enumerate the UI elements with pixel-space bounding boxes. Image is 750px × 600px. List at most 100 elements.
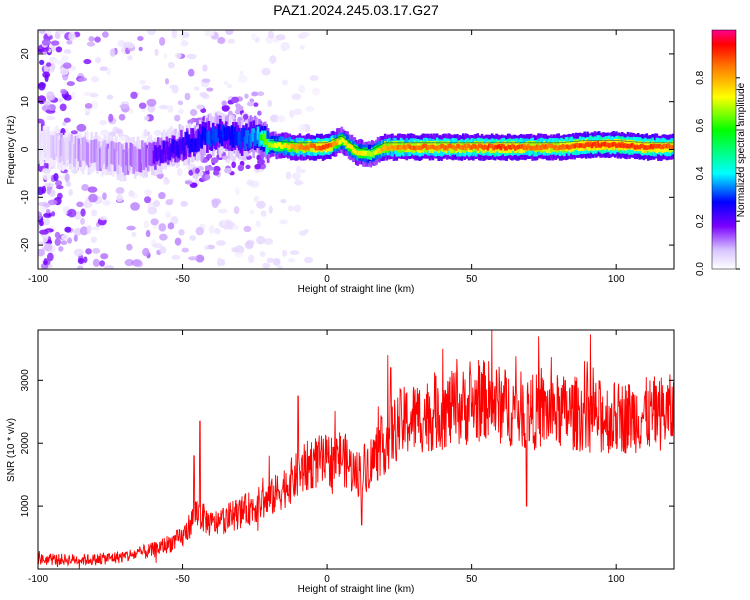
spectrogram-ridge-cell: [356, 151, 360, 156]
spectrogram-ridge-cell: [388, 146, 391, 151]
y-tick-label: 20: [20, 48, 31, 60]
spectrogram-ridge-cell: [404, 145, 407, 150]
spectrogram-ridge-cell: [58, 139, 62, 163]
spectrogram-noise-cell: [266, 257, 275, 263]
spectrogram-ridge-cell: [289, 143, 293, 148]
spectrogram-lobe-cell: [206, 153, 213, 159]
spectrogram-noise-cell: [170, 215, 179, 225]
spectrogram-ridge-cell: [386, 146, 390, 151]
spectrogram-ridge-cell: [68, 140, 72, 164]
spectrogram-ridge-cell: [159, 137, 163, 161]
spectrogram-ridge-cell: [184, 136, 188, 159]
spectrogram-ridge-cell: [529, 141, 533, 151]
spectrogram-y-ticks: -20 -10 0 10 20: [20, 48, 674, 252]
spectrogram-ridge-cell: [607, 143, 611, 149]
x-tick-label: -50: [175, 274, 190, 285]
spectrogram-ridge-cell: [155, 148, 159, 162]
spectrogram-noise-cell: [158, 191, 166, 200]
spectrogram-noise-cell: [154, 48, 159, 57]
spectrogram-ridge-cell: [618, 142, 621, 147]
spectrogram-noise-cell: [152, 243, 163, 249]
spectrogram-ridge-cell: [580, 143, 584, 148]
spectrogram-ridge-cell: [115, 142, 118, 166]
spectrogram-noise-cell: [276, 34, 286, 41]
spectrogram-lobe-cell: [188, 169, 194, 176]
spectrogram-noise-cell: [289, 250, 300, 255]
spectrogram-ridge-cell: [185, 131, 189, 145]
spectrogram-ridge-cell: [424, 143, 427, 149]
spectrogram-ridge-cell: [200, 135, 203, 149]
spectrogram-ridge-cell: [233, 126, 237, 141]
spectrogram-ridge-cell: [392, 146, 396, 151]
spectrogram-ridge-cell: [515, 145, 519, 150]
spectrogram-ridge-cell: [145, 144, 149, 168]
spectrogram-ridge-cell: [593, 141, 597, 146]
spectrogram-ridge-cell: [493, 144, 497, 150]
spectrogram-ridge-cell: [130, 144, 134, 167]
spectrogram-ridge-cell: [438, 145, 442, 150]
spectrogram-ridge-cell: [589, 141, 592, 146]
spectrogram-noise-cell: [80, 217, 86, 225]
spectrogram-ridge-cell: [272, 143, 276, 148]
spectrogram-noise-cell: [76, 123, 87, 132]
spectrogram-noise-cell: [165, 211, 172, 219]
spectrogram-noise-cell: [119, 135, 127, 142]
spectrogram-ridge-cell: [177, 144, 180, 158]
spectrogram-noise-cell: [294, 179, 302, 186]
spectrogram-ridge-cell: [405, 144, 409, 149]
spectrogram-ridge-cell: [302, 145, 306, 151]
spectrogram-ridge-cell: [262, 133, 266, 140]
spectrogram-ridge-cell: [196, 138, 199, 152]
spectrogram-noise-cell: [193, 86, 200, 91]
spectrogram-ridge-cell: [181, 137, 185, 151]
colorbar-tick-label: 0.2: [695, 214, 706, 228]
spectrogram-ridge-cell: [551, 144, 555, 149]
spectrogram-ridge-cell: [276, 142, 280, 147]
spectrogram-ridge-cell: [396, 144, 400, 150]
spectrogram-noise-cell: [285, 171, 292, 180]
spectrogram-ridge-cell: [548, 143, 552, 148]
spectrogram-ridge-cell: [651, 145, 654, 150]
spectrogram-ridge-cell: [474, 144, 478, 150]
spectrogram-ridge-cell: [528, 145, 532, 150]
spectrogram-ridge-cell: [47, 131, 50, 155]
spectrogram-ridge-cell: [567, 145, 571, 150]
spectrogram-lobe-cell: [244, 93, 249, 99]
spectrogram-ridge-cell: [149, 143, 153, 167]
spectrogram-ridge-cell: [642, 145, 646, 150]
spectrogram-ridge-cell: [531, 145, 534, 151]
spectrogram-noise-cell: [223, 80, 229, 86]
spectrogram-ridge-cell: [509, 145, 513, 150]
x-tick-label: -50: [175, 574, 190, 585]
spectrogram-ridge-cell: [613, 142, 617, 147]
spectrogram-ridge-cell: [502, 144, 506, 149]
spectrogram-ridge-cell: [207, 130, 211, 145]
spectrogram-noise-cell: [122, 41, 133, 46]
spectrogram-ridge-cell: [139, 149, 143, 173]
spectrogram-ridge-cell: [499, 145, 503, 151]
spectrogram-ridge-cell: [571, 143, 575, 148]
spectrogram-noise-cell: [224, 220, 233, 228]
spectrogram-ridge-cell: [457, 144, 461, 149]
spectrogram-noise-cell: [234, 252, 244, 258]
spectrogram-noise-cell: [202, 64, 208, 72]
spectrogram-ridge-cell: [211, 127, 215, 141]
spectrogram-noise-cell: [181, 247, 189, 253]
spectrogram-ridge-cell: [446, 146, 449, 151]
spectrogram-ridge-cell: [343, 140, 347, 146]
spectrogram-ridge-cell: [349, 144, 352, 149]
spectrogram-ridge-cell: [327, 143, 331, 148]
spectrogram-ridge-cell: [175, 141, 179, 155]
spectrogram-noise-cell: [261, 67, 271, 76]
spectrogram-ridge-cell: [235, 132, 238, 146]
spectrogram-ridge-cell: [146, 148, 150, 172]
spectrogram-ridge-cell: [126, 152, 130, 175]
spectrogram-ridge-cell: [74, 135, 78, 159]
x-tick-label: 0: [324, 274, 330, 285]
spectrogram-noise-cell: [99, 119, 107, 126]
spectrogram-ridge-cell: [243, 136, 247, 151]
spectrogram-ridge-cell: [240, 133, 244, 156]
spectrogram-noise-cell: [88, 36, 95, 42]
spectrogram-noise-cell: [189, 235, 197, 241]
spectrogram-ridge-cell: [347, 143, 351, 148]
